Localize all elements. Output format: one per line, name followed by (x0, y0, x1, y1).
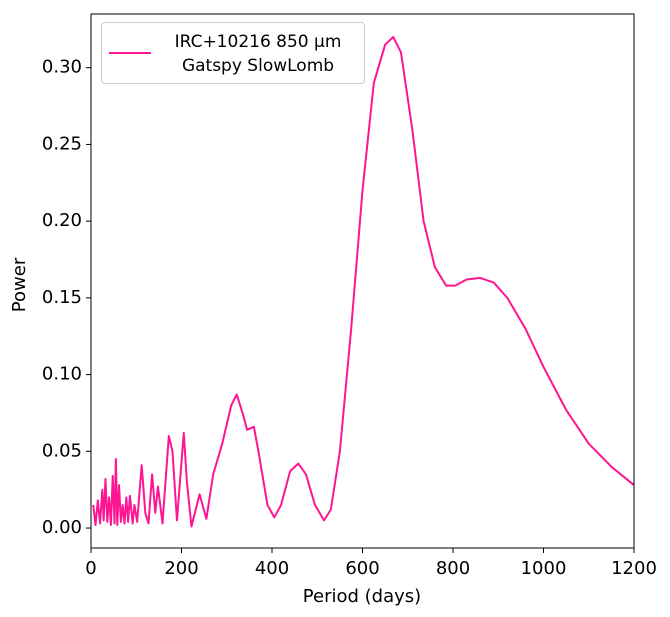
y-tick-label: 0.25 (42, 133, 82, 154)
legend-label: IRC+10216 850 μm Gatspy SlowLomb (174, 32, 342, 76)
x-tick-label: 200 (164, 558, 198, 579)
legend-swatch (109, 52, 151, 54)
x-tick-label: 600 (345, 558, 379, 579)
x-tick-label: 1200 (611, 558, 657, 579)
y-axis-label: Power (9, 257, 30, 312)
y-tick-label: 0.20 (42, 210, 82, 231)
y-tick-label: 0.10 (42, 364, 82, 385)
data-line (92, 36, 634, 528)
y-tick-label: 0.30 (42, 57, 82, 78)
x-tick-label: 0 (85, 558, 96, 579)
plot-frame (90, 13, 635, 549)
y-tick-label: 0.15 (42, 287, 82, 308)
x-tick-label: 400 (255, 558, 289, 579)
y-tick-label: 0.05 (42, 440, 82, 461)
x-tick-label: 800 (436, 558, 470, 579)
y-tick-label: 0.00 (42, 517, 82, 538)
x-tick-label: 1000 (521, 558, 567, 579)
legend: IRC+10216 850 μm Gatspy SlowLomb (101, 22, 365, 84)
x-axis-label: Period (days) (303, 586, 421, 607)
